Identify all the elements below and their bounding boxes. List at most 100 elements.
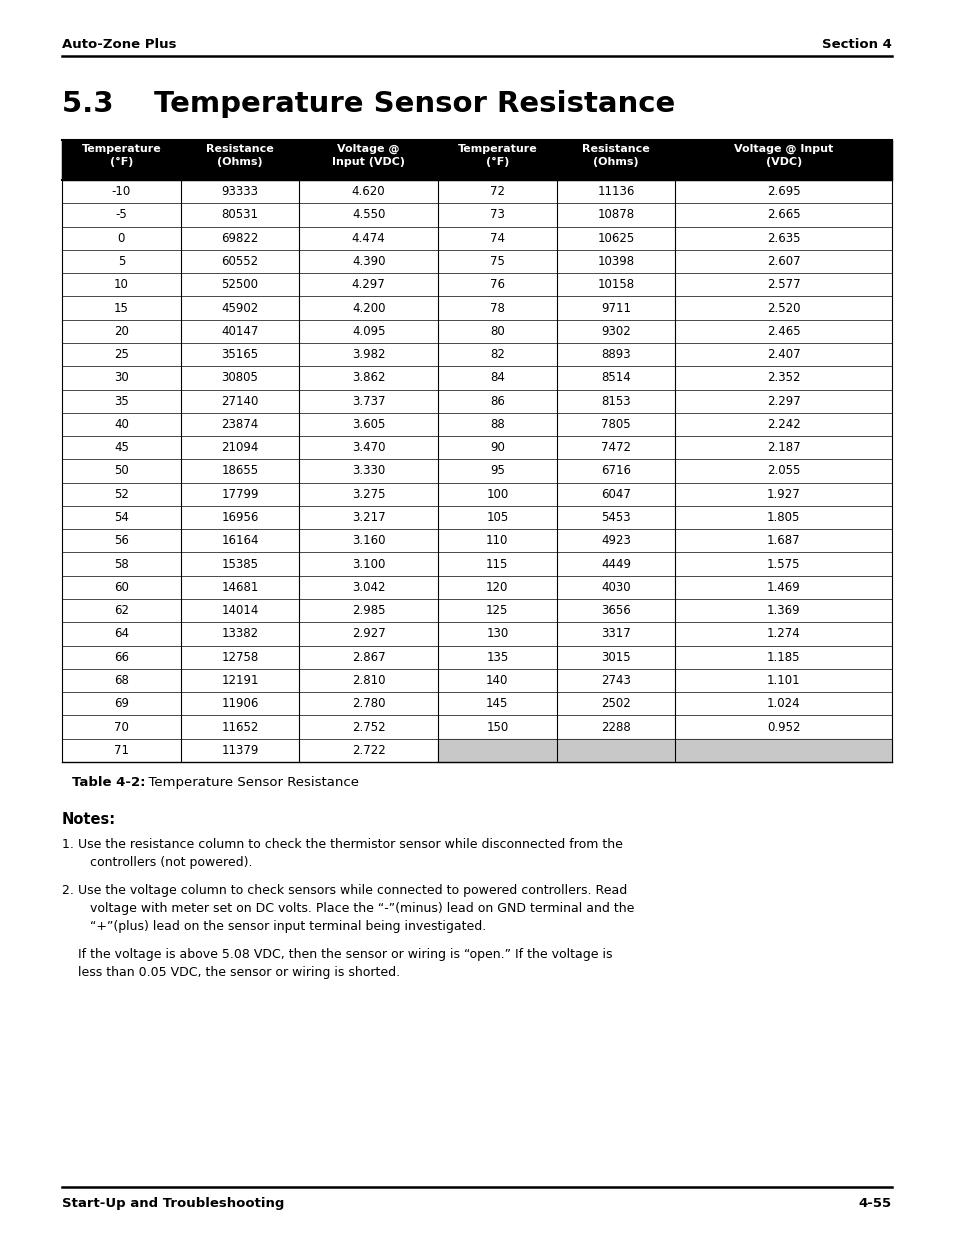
Text: 1.469: 1.469 (766, 580, 800, 594)
Text: 7805: 7805 (600, 417, 630, 431)
Text: 1.101: 1.101 (766, 674, 800, 687)
Text: 16164: 16164 (221, 535, 258, 547)
Text: 4449: 4449 (600, 558, 630, 571)
Text: 93333: 93333 (221, 185, 258, 198)
Text: 0.952: 0.952 (766, 720, 800, 734)
Text: 3.275: 3.275 (352, 488, 385, 500)
Text: 73: 73 (490, 209, 504, 221)
Text: 60552: 60552 (221, 254, 258, 268)
Text: 4.200: 4.200 (352, 301, 385, 315)
Text: Temperature
(°F): Temperature (°F) (457, 144, 537, 167)
Text: 14681: 14681 (221, 580, 258, 594)
Text: 80531: 80531 (221, 209, 258, 221)
Text: 30805: 30805 (221, 372, 258, 384)
Text: 1.687: 1.687 (766, 535, 800, 547)
Text: -5: -5 (115, 209, 127, 221)
Text: 4030: 4030 (600, 580, 630, 594)
Text: 56: 56 (113, 535, 129, 547)
Text: 52500: 52500 (221, 278, 258, 291)
Text: 68: 68 (113, 674, 129, 687)
Text: Temperature
(°F): Temperature (°F) (81, 144, 161, 167)
Text: 2502: 2502 (600, 698, 630, 710)
Text: 45: 45 (113, 441, 129, 454)
Text: 3.330: 3.330 (352, 464, 385, 478)
Text: 8514: 8514 (600, 372, 630, 384)
Text: 78: 78 (490, 301, 504, 315)
Text: 1.369: 1.369 (766, 604, 800, 618)
Text: 2.635: 2.635 (766, 232, 800, 245)
Text: 2.055: 2.055 (766, 464, 800, 478)
Bar (62, 140, 891, 180)
Text: Use the voltage column to check sensors while connected to powered controllers. : Use the voltage column to check sensors … (78, 884, 634, 932)
Text: 110: 110 (486, 535, 508, 547)
Text: 0: 0 (117, 232, 125, 245)
Text: 4.620: 4.620 (352, 185, 385, 198)
Text: Notes:: Notes: (62, 811, 116, 827)
Text: 9302: 9302 (600, 325, 630, 338)
Text: 3.982: 3.982 (352, 348, 385, 361)
Text: 72: 72 (489, 185, 504, 198)
Text: 4.474: 4.474 (352, 232, 385, 245)
Text: 3317: 3317 (600, 627, 630, 641)
Text: 4.095: 4.095 (352, 325, 385, 338)
Text: Temperature Sensor Resistance: Temperature Sensor Resistance (140, 776, 358, 789)
Text: 2.665: 2.665 (766, 209, 800, 221)
Text: 8893: 8893 (600, 348, 630, 361)
Text: 2.465: 2.465 (766, 325, 800, 338)
Text: 69: 69 (113, 698, 129, 710)
Bar (437, 739, 891, 762)
Text: 90: 90 (490, 441, 504, 454)
Text: Resistance
(Ohms): Resistance (Ohms) (206, 144, 274, 167)
Text: Start-Up and Troubleshooting: Start-Up and Troubleshooting (62, 1197, 284, 1210)
Text: 3656: 3656 (600, 604, 630, 618)
Text: If the voltage is above 5.08 VDC, then the sensor or wiring is “open.” If the vo: If the voltage is above 5.08 VDC, then t… (78, 948, 612, 979)
Text: 11906: 11906 (221, 698, 258, 710)
Text: 35165: 35165 (221, 348, 258, 361)
Text: 76: 76 (489, 278, 504, 291)
Text: Table 4-2:: Table 4-2: (71, 776, 146, 789)
Text: 2.187: 2.187 (766, 441, 800, 454)
Text: 115: 115 (486, 558, 508, 571)
Text: 10: 10 (113, 278, 129, 291)
Text: 150: 150 (486, 720, 508, 734)
Text: Section 4: Section 4 (821, 38, 891, 51)
Text: 7472: 7472 (600, 441, 630, 454)
Text: 17799: 17799 (221, 488, 258, 500)
Text: 11652: 11652 (221, 720, 258, 734)
Text: 4.550: 4.550 (352, 209, 385, 221)
Text: 95: 95 (490, 464, 504, 478)
Text: 10398: 10398 (597, 254, 634, 268)
Text: 2.695: 2.695 (766, 185, 800, 198)
Text: 2.752: 2.752 (352, 720, 385, 734)
Text: Voltage @
Input (VDC): Voltage @ Input (VDC) (332, 144, 405, 167)
Text: 2.927: 2.927 (352, 627, 385, 641)
Text: 27140: 27140 (221, 395, 258, 408)
Text: 100: 100 (486, 488, 508, 500)
Text: 2.985: 2.985 (352, 604, 385, 618)
Text: 2288: 2288 (600, 720, 630, 734)
Text: 2.607: 2.607 (766, 254, 800, 268)
Text: 3015: 3015 (600, 651, 630, 663)
Text: 2.242: 2.242 (766, 417, 800, 431)
Text: 1.024: 1.024 (766, 698, 800, 710)
Text: 2.780: 2.780 (352, 698, 385, 710)
Text: 11136: 11136 (597, 185, 634, 198)
Text: 14014: 14014 (221, 604, 258, 618)
Text: Use the resistance column to check the thermistor sensor while disconnected from: Use the resistance column to check the t… (78, 839, 622, 869)
Text: 6047: 6047 (600, 488, 630, 500)
Text: 5.3    Temperature Sensor Resistance: 5.3 Temperature Sensor Resistance (62, 90, 675, 119)
Text: 45902: 45902 (221, 301, 258, 315)
Text: 1.575: 1.575 (766, 558, 800, 571)
Text: Resistance
(Ohms): Resistance (Ohms) (581, 144, 649, 167)
Text: 4.390: 4.390 (352, 254, 385, 268)
Text: 16956: 16956 (221, 511, 258, 524)
Text: 64: 64 (113, 627, 129, 641)
Text: 2.722: 2.722 (352, 743, 385, 757)
Text: 66: 66 (113, 651, 129, 663)
Text: 10625: 10625 (597, 232, 634, 245)
Text: 125: 125 (486, 604, 508, 618)
Text: 86: 86 (490, 395, 504, 408)
Text: 5453: 5453 (600, 511, 630, 524)
Text: 2.352: 2.352 (766, 372, 800, 384)
Text: 30: 30 (113, 372, 129, 384)
